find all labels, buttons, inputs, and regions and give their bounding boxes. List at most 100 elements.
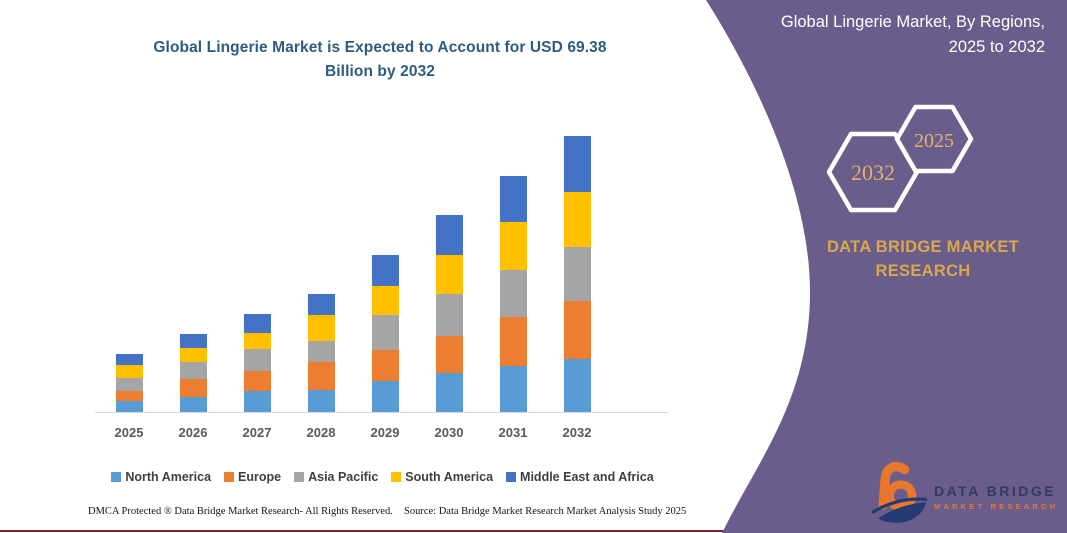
brand-line2: RESEARCH [875,262,971,280]
bar-segment [563,247,591,302]
x-axis-label-2030: 2030 [434,425,464,440]
logo-b-stem [878,462,910,510]
bar-stack-2029 [371,255,399,412]
bar-segment [243,314,271,334]
brand-text: DATA BRIDGE MARKET RESEARCH [818,235,1028,283]
hexagon-2025 [894,104,974,174]
logo-swoosh-line [872,497,928,514]
logo-subtitle: MARKET RESEARCH [934,502,1059,511]
x-axis-label-2031: 2031 [498,425,528,440]
legend-item: Middle East and Africa [506,470,654,484]
bar-segment [435,373,463,412]
bar-segment [499,269,527,318]
bar-segment [307,361,335,390]
bar-column-2031 [481,136,545,412]
legend-label: South America [405,470,494,484]
bar-segment [499,365,527,412]
bar-column-2025 [97,136,161,412]
legend-marker [506,472,517,482]
legend-marker [224,472,235,482]
legend-label: Europe [238,470,282,484]
bar-column-2027 [225,136,289,412]
legend-label: North America [125,470,212,484]
hexagon-2025-label: 2025 [914,130,954,152]
logo-title: DATA BRIDGE [934,483,1057,499]
bar-segment [115,400,143,412]
x-axis-label-2027: 2027 [242,425,272,440]
bar-segment [179,348,207,362]
x-axis-label-2029: 2029 [370,425,400,440]
bar-segment [563,301,591,359]
bar-segment [115,354,143,366]
bar-segment [371,315,399,350]
bar-segment [115,377,143,391]
bar-column-2026 [161,136,225,412]
plot-area [97,135,609,412]
brand-line1: DATA BRIDGE MARKET [826,238,1020,256]
bar-stack-2026 [179,333,207,412]
bar-segment [243,371,271,392]
panel-title-line2: 2025 to 2032 [948,38,1045,56]
x-axis-label-2025: 2025 [114,425,144,440]
bar-segment [243,391,271,412]
bar-segment [179,361,207,379]
x-axis-labels: 2025 2026 2027 2028 2029 2030 2031 2032 [97,425,609,440]
bar-segment [371,381,399,412]
bar-segment [179,378,207,398]
panel-title-line1: Global Lingerie Market, By Regions, [780,13,1045,31]
bar-segment [499,175,527,223]
x-axis-label-2028: 2028 [306,425,336,440]
bar-segment [435,255,463,294]
legend-marker [391,472,402,482]
bar-segment [307,315,335,342]
dmca-notice: DMCA Protected ® Data Bridge Market Rese… [88,506,393,517]
dbmr-logo: DATA BRIDGE MARKET RESEARCH [872,458,1062,526]
bar-column-2030 [417,136,481,412]
x-axis-line [95,412,668,413]
bar-segment [435,214,463,256]
bar-segment [307,341,335,362]
logo-b-bowl [885,480,917,512]
bar-stack-2028 [307,293,335,412]
bar-segment [115,365,143,378]
bar-segment [307,293,335,316]
bar-segment [243,348,271,372]
bar-segment [499,222,527,270]
bar-column-2032 [545,135,609,412]
logo-swoosh-body [878,502,927,523]
bar-stack-2027 [243,314,271,412]
legend-label: Asia Pacific [308,470,379,484]
bar-segment [435,335,463,373]
legend-item: South America [391,470,493,484]
source-note: Source: Data Bridge Market Research Mark… [404,506,687,517]
legend-item: Europe [224,470,281,484]
legend-label: Middle East and Africa [520,470,654,484]
bar-column-2029 [353,136,417,412]
bar-segment [307,389,335,412]
bar-column-2028 [289,136,353,412]
bar-segment [499,317,527,366]
panel-title: Global Lingerie Market, By Regions, 2025… [705,10,1045,60]
legend-item: Asia Pacific [294,470,378,484]
bar-segment [563,358,591,412]
bar-segment [179,397,207,412]
chart-title: Global Lingerie Market is Expected to Ac… [80,36,680,84]
bar-segment [371,285,399,316]
bar-stack-2032 [563,135,591,412]
bottom-accent-line [0,530,800,532]
x-axis-label-2026: 2026 [178,425,208,440]
bar-stack-2031 [499,175,527,412]
chart-footer: DMCA Protected ® Data Bridge Market Rese… [0,506,700,522]
bar-stack-2025 [115,354,143,412]
bar-segment [243,333,271,349]
bar-segment [371,255,399,286]
bar-segment [371,349,399,382]
bar-segment [563,135,591,193]
legend-marker [111,472,122,482]
bar-segment [179,333,207,349]
hexagon-2032-label: 2032 [851,160,895,185]
legend-item: North America [111,470,211,484]
legend-marker [294,472,305,482]
x-axis-label-2032: 2032 [562,425,592,440]
